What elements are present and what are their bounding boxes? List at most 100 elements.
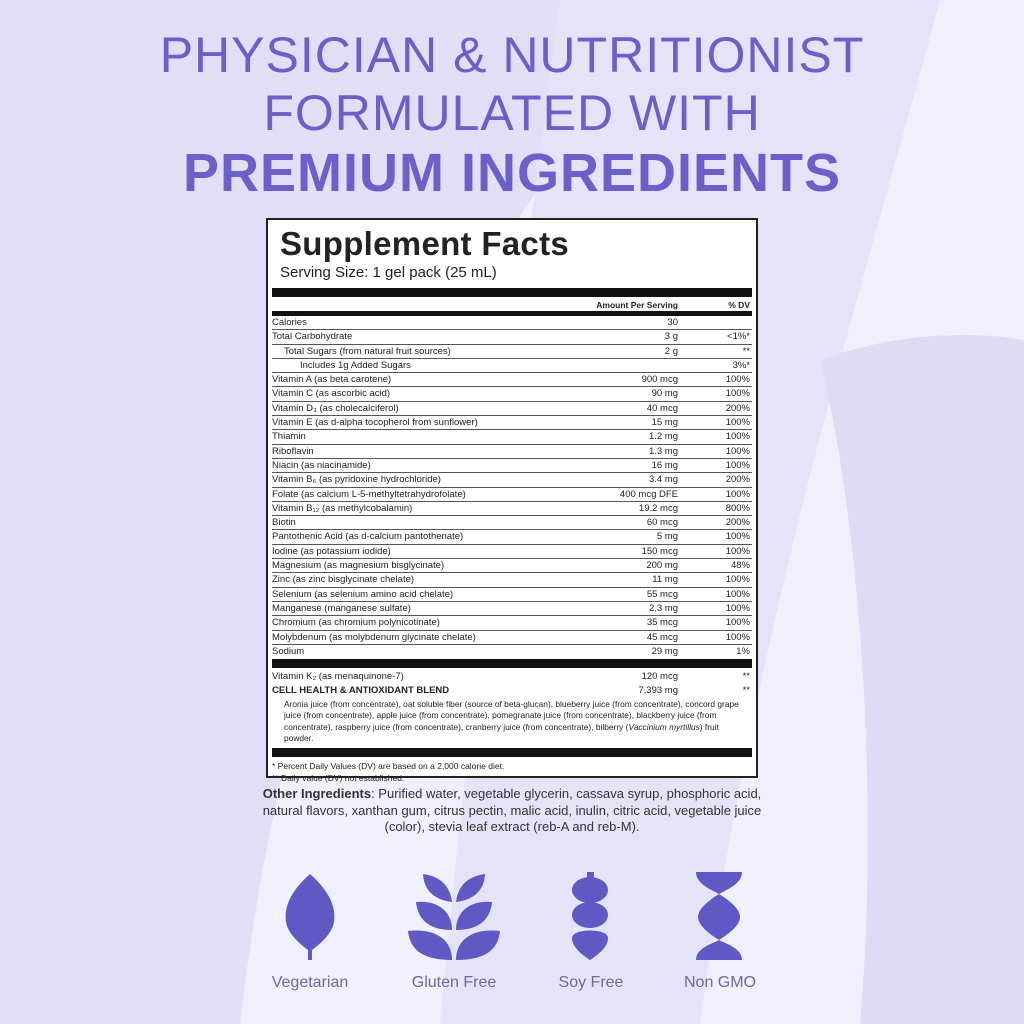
nutrient-row: Riboflavin 1.3 mg 100% bbox=[272, 445, 752, 459]
blend-dv: ** bbox=[742, 685, 750, 697]
nutrient-amount: 400 mcg DFE bbox=[619, 488, 678, 500]
blend-name: CELL HEALTH & ANTIOXIDANT BLEND bbox=[272, 685, 450, 697]
nutrient-dv: 100% bbox=[725, 445, 750, 457]
nutrient-amount: 2.3 mg bbox=[648, 602, 678, 614]
nutrient-row: Iodine (as potassium iodide) 150 mcg 100% bbox=[272, 545, 752, 560]
nutrient-row: Vitamin E (as d-alpha tocopherol from su… bbox=[272, 416, 752, 431]
footnotes: * Percent Daily Values (DV) are based on… bbox=[272, 757, 752, 784]
nutrient-amount: 150 mcg bbox=[641, 545, 678, 557]
nutrient-dv: 100% bbox=[725, 374, 750, 386]
nutrient-row: Total Sugars (from natural fruit sources… bbox=[272, 345, 752, 359]
nutrient-dv: 100% bbox=[725, 431, 750, 443]
nutrient-amount: 45 mcg bbox=[646, 631, 678, 643]
nutrient-row: Vitamin B₆ (as pyridoxine hydrochloride)… bbox=[272, 473, 752, 488]
nutrient-name: Pantothenic Acid (as d-calcium pantothen… bbox=[272, 531, 464, 543]
other-ingredients: Other Ingredients: Purified water, veget… bbox=[250, 786, 774, 836]
nutrient-row: Niacin (as niacinamide) 16 mg 100% bbox=[272, 459, 752, 474]
serving-size: Serving Size: 1 gel pack (25 mL) bbox=[280, 264, 497, 281]
nutrient-name: Niacin (as niacinamide) bbox=[272, 459, 371, 471]
nutrient-row: Vitamin C (as ascorbic acid) 90 mg 100% bbox=[272, 387, 752, 402]
nutrient-row: Thiamin 1.2 mg 100% bbox=[272, 430, 752, 445]
leaf-icon bbox=[285, 874, 335, 960]
divider bbox=[272, 288, 752, 297]
nutrient-amount: 60 mcg bbox=[646, 517, 678, 529]
nutrient-amount: 40 mcg bbox=[646, 402, 678, 414]
nutrient-amount: 2 g bbox=[664, 345, 678, 357]
divider bbox=[272, 659, 752, 669]
nutrient-name: Vitamin D₃ (as cholecalciferol) bbox=[272, 402, 399, 414]
nutrient-dv: 100% bbox=[725, 588, 750, 600]
soybean-icon bbox=[572, 872, 608, 960]
nutrient-row: Magnesium (as magnesium bisglycinate) 200… bbox=[272, 559, 752, 574]
nutrient-amount: 16 mg bbox=[651, 459, 678, 471]
nutrient-row: Vitamin D₃ (as cholecalciferol) 40 mcg 200… bbox=[272, 402, 752, 417]
nutrient-row: Zinc (as zinc bisglycinate chelate) 11 mg… bbox=[272, 573, 752, 588]
column-header: Amount Per Serving % DV bbox=[272, 297, 752, 311]
blend-latin-name: Vaccinium myrtillus bbox=[628, 721, 700, 732]
footnote-2: ** Daily value (DV) not established. bbox=[272, 772, 405, 783]
nutrient-row: Calories 30 bbox=[272, 316, 752, 331]
blend-text: Aronia juice (from concentrate), oat sol… bbox=[284, 698, 739, 732]
dv-header: % DV bbox=[728, 300, 750, 310]
nutrient-name: Molybdenum (as molybdenum glycinate chel… bbox=[272, 631, 476, 643]
nutrient-amount: 35 mcg bbox=[646, 617, 678, 629]
nutrient-name: Folate (as calcium L-5-methyltetrahydrof… bbox=[272, 488, 466, 500]
nutrient-name: Vitamin C (as ascorbic acid) bbox=[272, 388, 391, 400]
nutrient-dv: 100% bbox=[725, 631, 750, 643]
badge-label-gluten-free: Gluten Free bbox=[411, 974, 497, 991]
wheat-icon bbox=[408, 874, 500, 960]
nutrient-amount: 11 mg bbox=[652, 574, 678, 586]
blend-amount: 7,393 mg bbox=[638, 685, 678, 697]
nutrient-name: Vitamin E (as d-alpha tocopherol from su… bbox=[272, 417, 478, 429]
nutrient-row: Chromium (as chromium polynicotinate) 35 … bbox=[272, 616, 752, 631]
nutrient-name: Vitamin A (as beta carotene) bbox=[272, 374, 392, 386]
amount-header: Amount Per Serving bbox=[596, 300, 678, 310]
nutrient-dv: 200% bbox=[725, 474, 750, 486]
nutrient-name: Riboflavin bbox=[272, 445, 314, 457]
nutrient-name: Iodine (as potassium iodide) bbox=[272, 545, 391, 557]
nutrient-dv: 3%* bbox=[732, 359, 750, 371]
nutrient-name: Sodium bbox=[272, 645, 305, 657]
nutrient-name: Total Sugars (from natural fruit sources… bbox=[284, 345, 451, 357]
badge-label-soy-free: Soy Free bbox=[558, 974, 624, 991]
divider bbox=[272, 747, 752, 757]
nutrient-dv: 100% bbox=[725, 388, 750, 400]
nutrient-dv: 100% bbox=[725, 617, 750, 629]
divider bbox=[272, 311, 752, 316]
nutrient-dv: 100% bbox=[725, 488, 750, 500]
other-ingredients-label: Other Ingredients bbox=[262, 786, 372, 801]
nutrient-name: Vitamin B₁₂ (as methylcobalamin) bbox=[272, 502, 413, 514]
nutrient-amount: 15 mg bbox=[651, 417, 678, 429]
nutrient-amount: 90 mg bbox=[651, 388, 678, 400]
nutrient-name: Calories bbox=[272, 317, 307, 328]
nutrient-amount: 19.2 mcg bbox=[638, 502, 678, 514]
nutrient-amount: 3.4 mg bbox=[648, 474, 678, 486]
nutrient-dv: 800% bbox=[725, 502, 750, 514]
nutrient-row: Molybdenum (as molybdenum glycinate chel… bbox=[272, 631, 752, 645]
blend-ingredients: Aronia juice (from concentrate), oat sol… bbox=[272, 699, 752, 748]
footnote-1: * Percent Daily Values (DV) are based on… bbox=[272, 760, 505, 771]
nutrient-dv: 100% bbox=[725, 531, 750, 543]
nutrient-dv: 100% bbox=[725, 574, 750, 586]
nutrient-dv: 100% bbox=[725, 459, 750, 471]
nutrient-amount: 120 mcg bbox=[641, 671, 678, 683]
nutrient-row: Pantothenic Acid (as d-calcium pantothen… bbox=[272, 530, 752, 545]
nutrient-row: Vitamin K₂ (as menaquinone-7) 120 mcg ** bbox=[272, 670, 752, 684]
nutrient-name: Total Carbohydrate bbox=[272, 331, 353, 343]
nutrient-name: Manganese (manganese sulfate) bbox=[272, 602, 411, 614]
nutrient-dv: ** bbox=[742, 671, 750, 683]
facts-title: Supplement Facts bbox=[280, 225, 570, 262]
nutrient-amount: 3 g bbox=[664, 331, 678, 343]
nutrient-amount: 200 mg bbox=[646, 560, 678, 572]
nutrient-row: Selenium (as selenium amino acid chelate… bbox=[272, 588, 752, 602]
nutrient-row: Total Carbohydrate 3 g <1%* bbox=[272, 330, 752, 345]
headline-line-2: FORMULATED WITH bbox=[263, 85, 761, 141]
nutrient-dv: 48% bbox=[730, 560, 750, 572]
nutrient-amount: 55 mcg bbox=[646, 588, 678, 600]
nutrient-amount bbox=[564, 359, 684, 372]
nutrient-name: Thiamin bbox=[272, 431, 306, 443]
badge-label-vegetarian: Vegetarian bbox=[271, 974, 349, 991]
nutrient-name: Zinc (as zinc bisglycinate chelate) bbox=[272, 574, 415, 586]
other-ingredients-text: : Purified water, vegetable glycerin, ca… bbox=[262, 786, 762, 834]
nutrient-row: Manganese (manganese sulfate) 2.3 mg 100% bbox=[272, 602, 752, 617]
